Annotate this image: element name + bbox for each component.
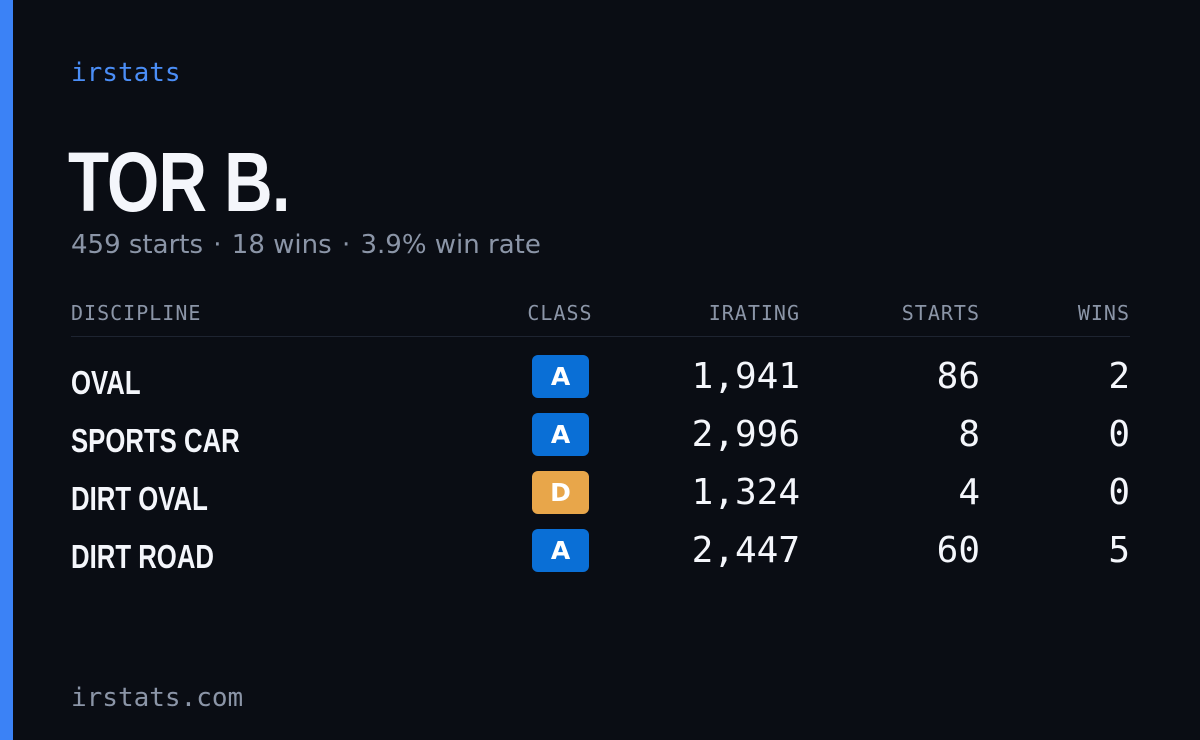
summary-separator: · <box>213 230 222 260</box>
irating-value: 1,324 <box>691 472 800 513</box>
accent-bar <box>0 0 13 740</box>
header-irating: IRATING <box>708 301 800 325</box>
header-starts: STARTS <box>901 301 980 325</box>
footer-domain: irstats.com <box>71 683 244 713</box>
discipline-name: OVAL <box>71 364 141 401</box>
table-body: OVAL A 1,941 86 2 SPORTS CAR A 2,996 8 0… <box>71 353 1130 585</box>
discipline-name: DIRT OVAL <box>71 480 208 517</box>
starts-value: 60 <box>936 530 980 571</box>
header-class: CLASS <box>527 301 593 325</box>
starts-value: 4 <box>958 472 980 513</box>
starts-summary: 459 starts <box>71 230 203 260</box>
irating-value: 1,941 <box>691 356 800 397</box>
starts-value: 8 <box>958 414 980 455</box>
discipline-name: SPORTS CAR <box>71 422 240 459</box>
header-wins: WINS <box>1077 301 1130 325</box>
table-header: DISCIPLINE CLASS IRATING STARTS WINS <box>71 296 1130 337</box>
driver-name: TOR B. <box>68 135 291 229</box>
brand-logo-text: irstats <box>71 58 181 88</box>
class-badge: A <box>532 413 589 456</box>
header-discipline: DISCIPLINE <box>71 301 202 325</box>
summary-separator: · <box>341 230 351 260</box>
wins-value: 0 <box>1108 472 1130 513</box>
wins-value: 2 <box>1108 356 1130 397</box>
table-row: DIRT ROAD A 2,447 60 5 <box>71 527 1130 585</box>
driver-summary: 459 starts · 18 wins · 3.9% win rate <box>71 228 541 262</box>
irating-value: 2,447 <box>691 530 800 571</box>
discipline-table: DISCIPLINE CLASS IRATING STARTS WINS OVA… <box>71 296 1130 585</box>
wins-value: 5 <box>1108 530 1130 571</box>
irating-value: 2,996 <box>691 414 800 455</box>
starts-value: 86 <box>936 356 980 397</box>
wins-value: 0 <box>1108 414 1130 455</box>
win-rate-summary: 3.9% win rate <box>360 230 541 260</box>
wins-summary: 18 wins <box>231 230 332 260</box>
class-badge: A <box>532 355 589 398</box>
table-row: SPORTS CAR A 2,996 8 0 <box>71 411 1130 469</box>
table-row: OVAL A 1,941 86 2 <box>71 353 1130 411</box>
discipline-name: DIRT ROAD <box>71 538 214 575</box>
table-row: DIRT OVAL D 1,324 4 0 <box>71 469 1130 527</box>
class-badge: D <box>532 471 589 514</box>
class-badge: A <box>532 529 589 572</box>
